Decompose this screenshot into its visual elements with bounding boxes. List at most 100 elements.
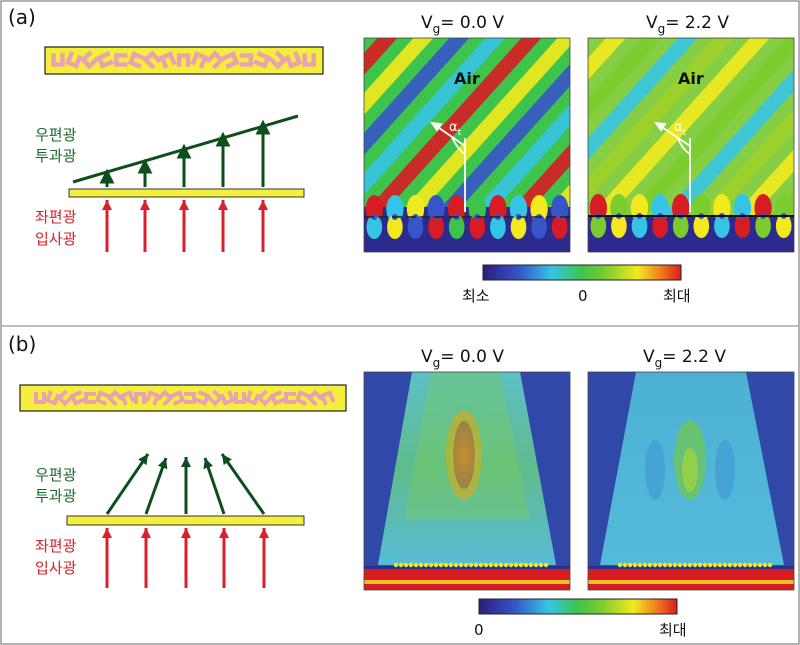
panel-a-colorbar-min: 최소 [462, 287, 490, 305]
wave-band [588, 38, 626, 80]
unit-cell [56, 389, 74, 407]
unit-cell [51, 53, 65, 67]
incident-arrow [140, 200, 150, 252]
unit-cell [190, 51, 209, 69]
transmitted-arrow [144, 457, 168, 515]
edge-dot [428, 562, 434, 568]
panel-b-label: (b) [8, 332, 36, 356]
near-field-lobe [652, 214, 668, 238]
panel-a-colorbar-max: 최대 [663, 287, 691, 305]
panel-a-transmitted-label-1: 우편광 [35, 126, 77, 144]
panel-a-label: (a) [8, 5, 36, 29]
near-field-lobe [672, 214, 689, 238]
incident-arrow [259, 528, 269, 588]
transmitted-arrow [137, 158, 153, 187]
panel-b-colorbar [478, 598, 678, 615]
unit-cell [219, 390, 236, 406]
wave-band [364, 38, 542, 213]
wave-band [588, 38, 590, 40]
edge-dot [518, 562, 524, 568]
edge-dot [632, 562, 638, 568]
edge-dot [647, 562, 653, 568]
edge-dot [767, 562, 773, 568]
panel-b-transmitted-label-1: 우편광 [35, 466, 77, 484]
panel-a-field-map-2.2V-border [587, 37, 795, 253]
near-field-dot [371, 214, 378, 220]
panel-a-substrate [68, 188, 305, 198]
wave-band [472, 104, 570, 213]
near-field-lobe [510, 215, 527, 239]
edge-dot [458, 562, 464, 568]
incident-arrow [179, 200, 189, 252]
edge-dot [667, 562, 673, 568]
near-field-lobe [714, 214, 730, 238]
wave-band [588, 38, 770, 218]
panel-a-transmitted-label-2: 투과광 [35, 147, 77, 165]
edge-dot [403, 562, 409, 568]
edge-dot [493, 562, 499, 568]
edge-dot [393, 562, 399, 568]
edge-dot [707, 562, 713, 568]
incident-arrow [219, 528, 229, 588]
edge-dot [488, 562, 494, 568]
panel-a-incident-label-1: 좌편광 [35, 208, 77, 226]
unit-cell [79, 50, 99, 70]
unit-cell [64, 51, 83, 69]
near-field-lobe [468, 195, 486, 223]
panel-a-map1-air-label: Air [454, 69, 480, 88]
panel-b-incident-arrows [102, 528, 269, 588]
panel-a-metasurface-strip [44, 46, 324, 75]
edge-dot [528, 562, 534, 568]
near-field-lobe [428, 215, 444, 239]
transmitted-arrow [105, 453, 150, 515]
edge-dot [408, 562, 414, 568]
edge-dot [637, 562, 643, 568]
edge-dot [453, 562, 459, 568]
unit-cell [268, 50, 288, 70]
edge-dot [443, 562, 449, 568]
unit-cell [144, 390, 161, 406]
edge-dot [398, 562, 404, 568]
panel-a-incident-label-2: 입사광 [35, 230, 77, 248]
near-field-lobe [551, 215, 568, 239]
near-field-lobe [365, 195, 383, 223]
transmitted-arrow [255, 119, 271, 187]
wave-band [624, 38, 794, 218]
transmitted-arrow [181, 457, 191, 514]
unit-cell [134, 392, 146, 404]
edge-dot [473, 562, 479, 568]
wave-band [364, 38, 398, 76]
unit-cell [239, 53, 254, 67]
panel-a-map2-title: Vg= 2.2 V [646, 13, 729, 36]
unit-cell [96, 51, 114, 69]
unit-cell [94, 390, 111, 406]
edge-dot [737, 562, 743, 568]
edge-dot [712, 562, 718, 568]
edge-dot [727, 562, 733, 568]
unit-cell [234, 392, 246, 404]
edge-dot [722, 562, 728, 568]
wave-band [588, 38, 662, 120]
edge-dot [503, 562, 509, 568]
panel-b-field-map-2.2V-border [587, 371, 795, 591]
wave-band [436, 64, 570, 213]
panel-a-colorbar-mid: 0 [578, 287, 588, 305]
near-field-lobe [531, 215, 547, 239]
edge-dot [498, 562, 504, 568]
edge-dot [757, 562, 763, 568]
transmitted-arrow [176, 143, 192, 187]
wave-band [588, 38, 698, 160]
panel-b-map2-title: Vg= 2.2 V [643, 347, 726, 370]
unit-cell [284, 51, 303, 69]
transmitted-arrow [220, 453, 266, 515]
unit-cell [106, 389, 124, 407]
near-field-dot [556, 214, 563, 220]
edge-dot [677, 562, 683, 568]
edge-dot [523, 562, 529, 568]
unit-cell [205, 50, 225, 70]
panel-a-colorbar [482, 264, 682, 281]
near-field-lobe [386, 195, 404, 223]
unit-cell [142, 50, 162, 70]
